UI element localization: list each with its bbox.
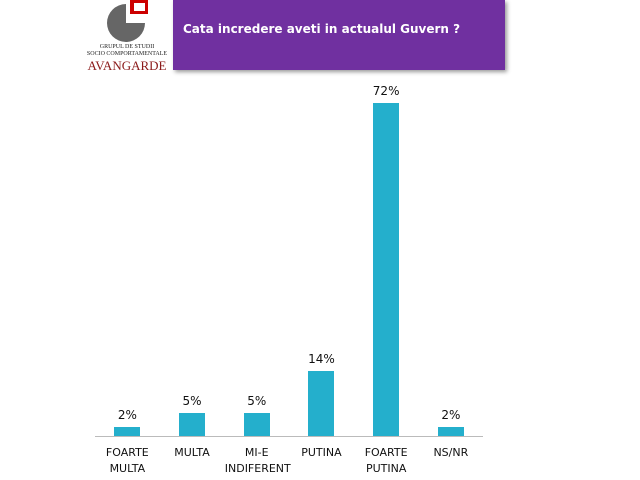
bar (373, 102, 400, 436)
bar (243, 412, 270, 436)
value-label: 2% (117, 407, 137, 422)
bar (114, 426, 141, 436)
x-tick-label: MULTA (174, 446, 210, 459)
title-banner: Cata incredere aveti in actualul Guvern … (173, 0, 505, 70)
x-tick-label: NS/NR (433, 446, 469, 459)
logo-icon (107, 0, 148, 42)
x-tick-label: FOARTE MULTA (105, 446, 149, 475)
value-label: 5% (182, 393, 202, 408)
logo-name: AVANGARDE (87, 58, 167, 73)
bar (437, 426, 464, 436)
value-label: 5% (247, 393, 267, 408)
x-tick-label: PUTINA (301, 446, 342, 459)
chart-title: Cata incredere aveti in actualul Guvern … (183, 22, 461, 36)
x-tick-label: MI-E INDIFERENT (224, 446, 291, 475)
logo-line: GRUPUL DE STUDII (99, 44, 155, 50)
value-label: 14% (308, 352, 335, 367)
x-axis (95, 436, 483, 437)
bar (179, 412, 206, 436)
bar (308, 371, 335, 436)
logo-line: SOCIO COMPORTAMENTALE (86, 51, 168, 57)
value-label: 72% (372, 83, 400, 98)
value-label: 2% (441, 407, 461, 422)
x-tick-label: FOARTE PUTINA (364, 446, 408, 475)
